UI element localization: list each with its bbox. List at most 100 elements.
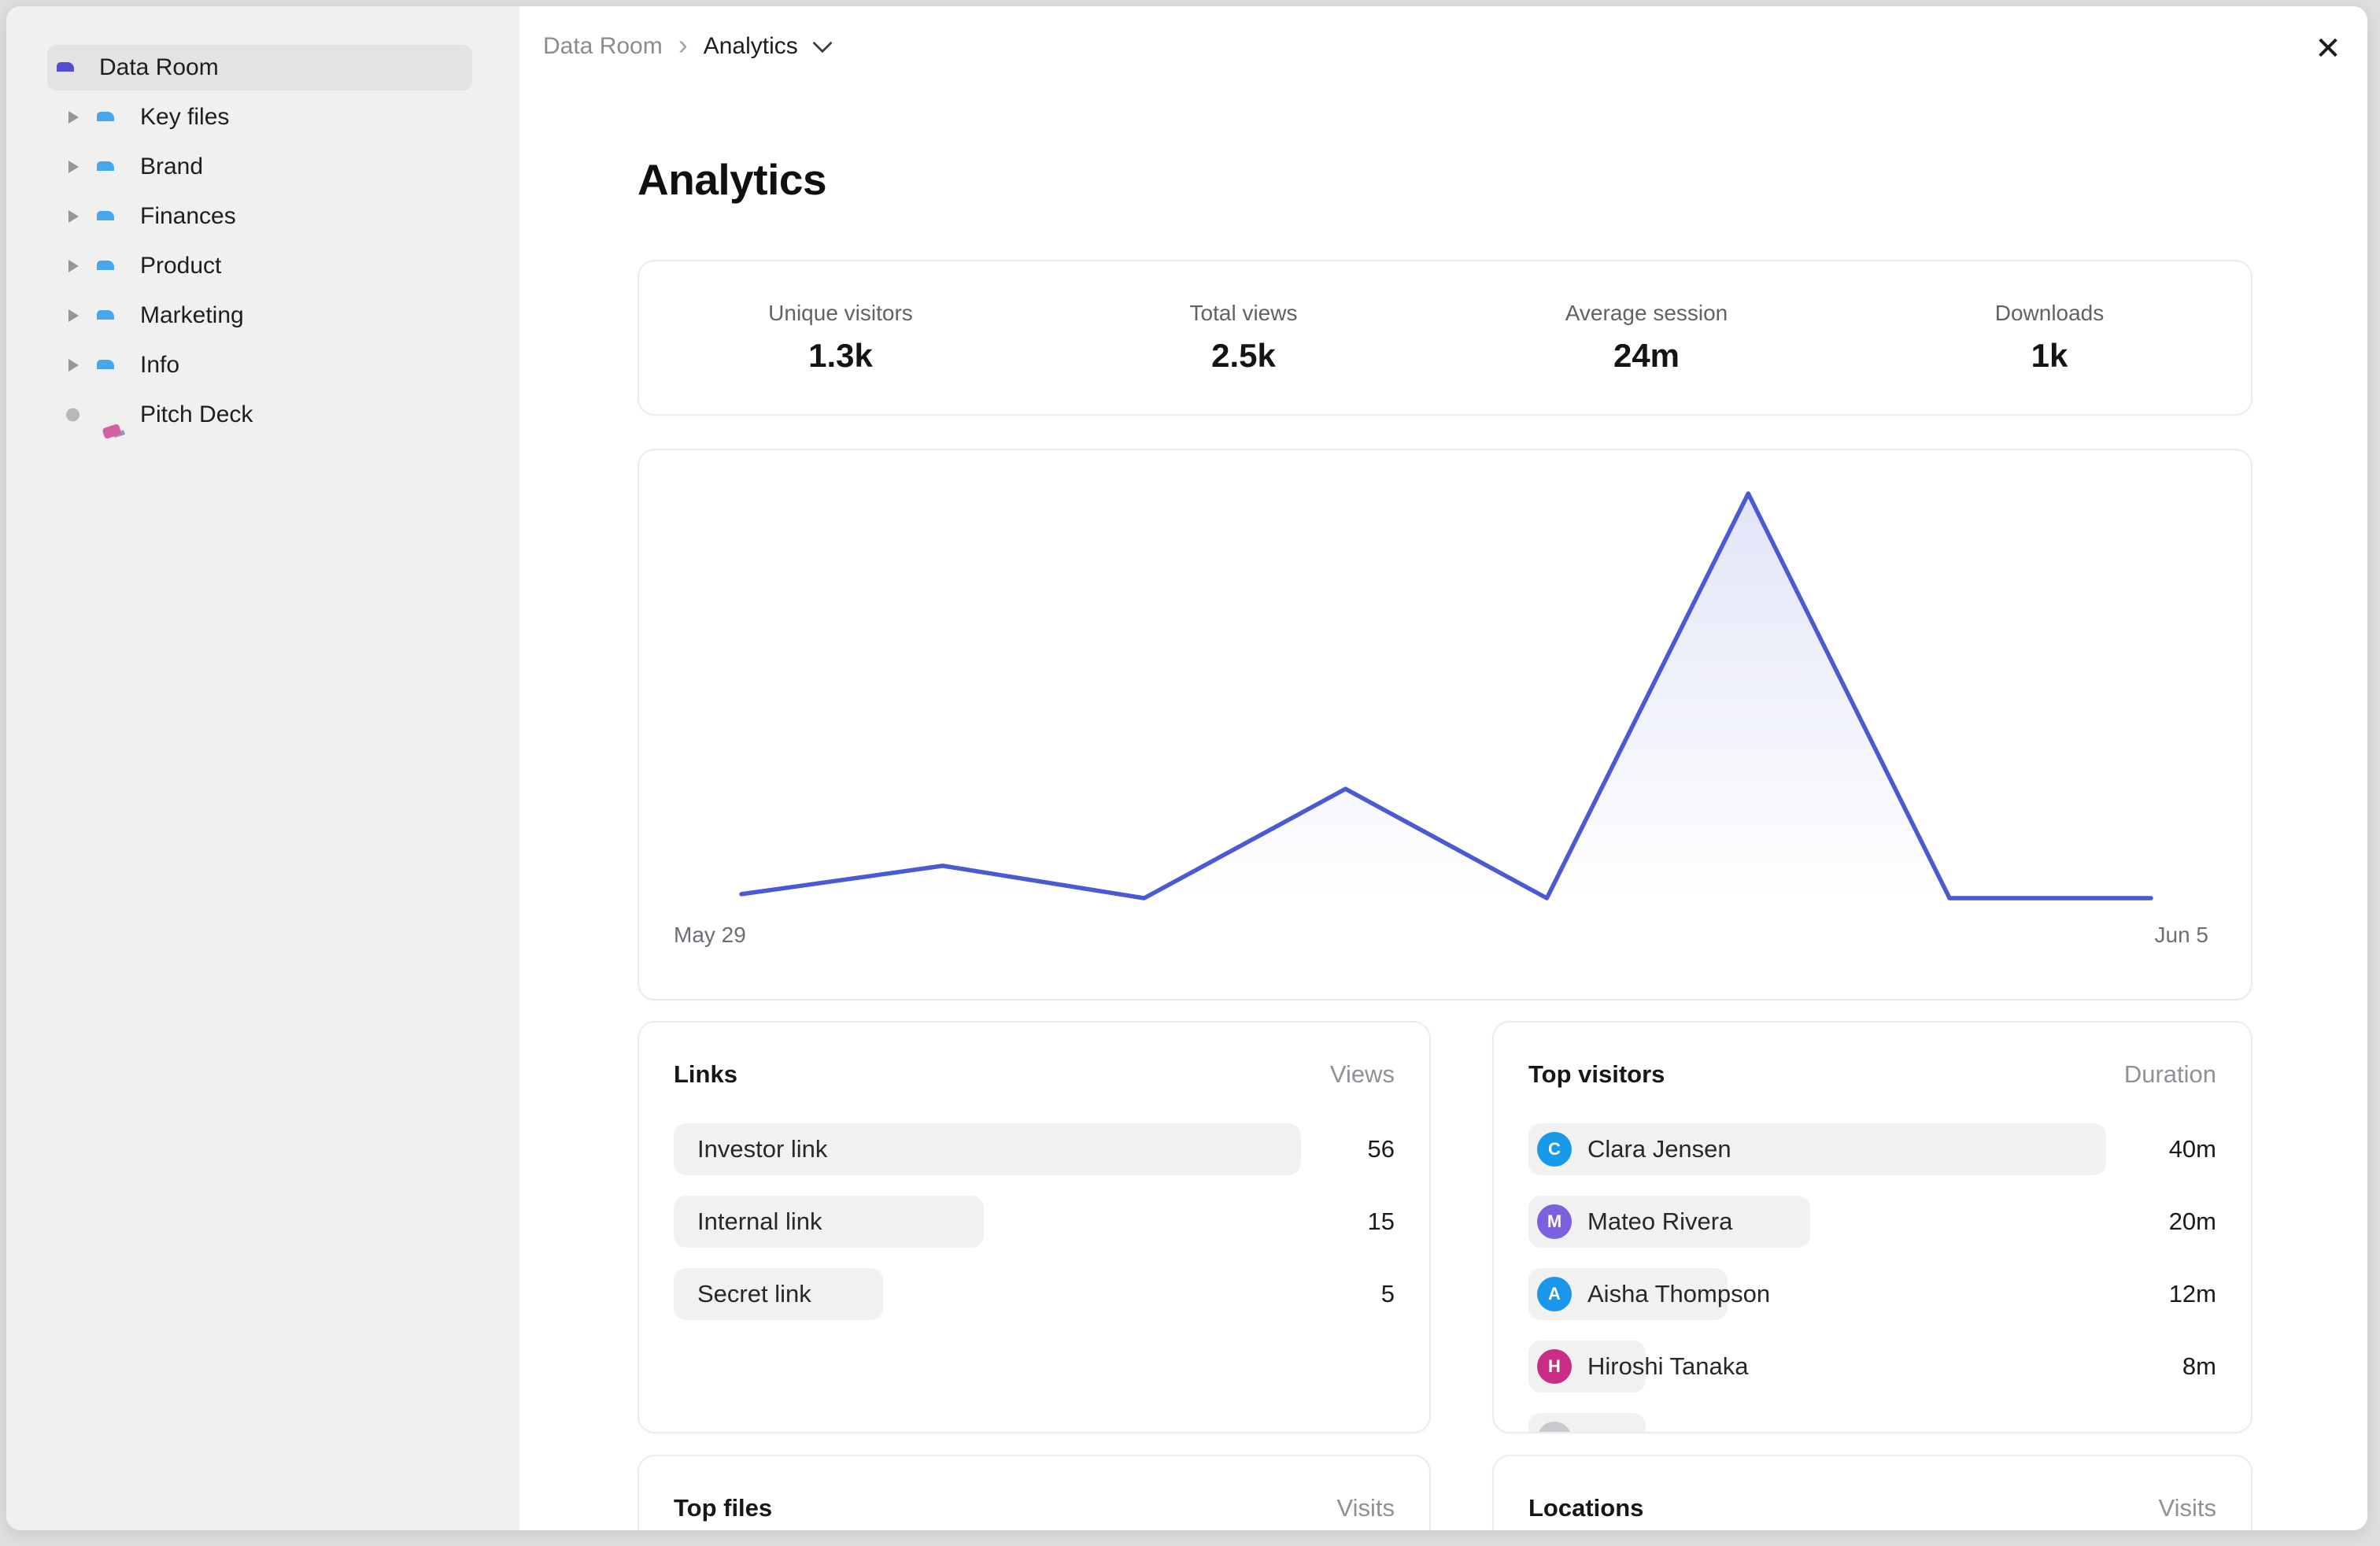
sidebar-item-label: Pitch Deck [140, 401, 253, 427]
visitor-duration-value: 20m [2168, 1208, 2216, 1235]
visitor-name: Clara Jensen [1587, 1135, 1731, 1163]
visitor-bar[interactable]: H Hiroshi Tanaka [1528, 1341, 1748, 1393]
traffic-chart-card: May 29 Jun 5 [638, 449, 2252, 1000]
expand-triangle-icon[interactable] [68, 210, 79, 223]
sidebar-item-brand[interactable]: Brand [47, 144, 472, 190]
expand-triangle-icon[interactable] [68, 359, 79, 372]
expand-triangle-icon[interactable] [68, 111, 79, 124]
stat-label: Average session [1565, 301, 1728, 325]
breadcrumb-current[interactable]: Analytics [703, 33, 798, 59]
locations-card: Locations Visits [1492, 1455, 2252, 1530]
sidebar-item-label: Data Room [99, 54, 219, 80]
links-views-header: Views [1329, 1060, 1395, 1088]
top-visitors-card: Top visitors Duration C Clara Jensen 40m… [1492, 1021, 2252, 1433]
avatar: M [1537, 1204, 1572, 1239]
stat-value: 24m [1613, 337, 1680, 374]
sidebar-item-key-files[interactable]: Key files [47, 94, 472, 140]
sidebar-item-label: Brand [140, 153, 204, 179]
link-row-internal-link[interactable]: Internal link 15 [674, 1196, 1395, 1248]
sidebar-item-finances[interactable]: Finances [47, 194, 472, 239]
chevron-down-icon[interactable] [812, 33, 833, 54]
sidebar-item-label: Finances [140, 203, 236, 229]
close-icon: ✕ [2315, 31, 2341, 66]
visitor-row-hiroshi-tanaka[interactable]: H Hiroshi Tanaka 8m [1528, 1341, 2216, 1393]
chart-line [739, 491, 2153, 901]
visitor-row-aisha-thompson[interactable]: A Aisha Thompson 12m [1528, 1268, 2216, 1320]
files-visits-header: Visits [1336, 1494, 1395, 1522]
stat-total-views: Total views 2.5k [1042, 301, 1445, 375]
stats-card: Unique visitors 1.3k Total views 2.5k Av… [638, 260, 2252, 416]
visitor-bar[interactable]: A Aisha Thompson [1528, 1268, 1770, 1320]
sidebar: Data Room Key files Brand Finances Produ… [6, 6, 519, 1530]
link-bar[interactable]: Secret link [674, 1268, 883, 1320]
visitor-row-truncated[interactable] [1528, 1413, 2216, 1432]
expand-triangle-icon[interactable] [68, 309, 79, 322]
sidebar-item-label: Product [140, 253, 222, 279]
stat-value: 2.5k [1211, 337, 1276, 374]
visitor-name: Mateo Rivera [1587, 1208, 1733, 1235]
main-panel: Data Room › Analytics ✕ Analytics Unique… [519, 6, 2367, 1530]
visitors-card-header: Top visitors Duration [1528, 1060, 2216, 1089]
link-row-secret-link[interactable]: Secret link 5 [674, 1268, 1395, 1320]
visitors-card-title: Top visitors [1528, 1060, 1665, 1088]
breadcrumb-parent[interactable]: Data Room [543, 33, 663, 59]
sidebar-item-label: Marketing [140, 302, 244, 328]
x-axis-label-end: Jun 5 [2154, 923, 2209, 947]
stat-value: 1.3k [808, 337, 873, 374]
expand-triangle-icon[interactable] [68, 260, 79, 272]
avatar [1537, 1422, 1572, 1432]
stat-label: Unique visitors [768, 301, 913, 325]
sidebar-list: Data Room Key files Brand Finances Produ… [6, 41, 519, 442]
traffic-chart [739, 491, 2153, 901]
links-card-header: Links Views [674, 1060, 1395, 1089]
expand-triangle-icon[interactable] [68, 161, 79, 173]
link-views-value: 56 [1367, 1135, 1395, 1163]
avatar: H [1537, 1349, 1572, 1384]
visitor-name: Aisha Thompson [1587, 1280, 1771, 1307]
chart-area-fill [741, 494, 2151, 898]
visitor-duration-value: 12m [2168, 1280, 2216, 1307]
link-bar[interactable]: Investor link [674, 1123, 1301, 1175]
sidebar-item-data-room[interactable]: Data Room [47, 45, 472, 91]
sidebar-item-info[interactable]: Info [47, 342, 472, 388]
files-card-header: Top files Visits [674, 1494, 1395, 1522]
visitor-duration-value: 8m [2182, 1352, 2216, 1380]
files-card-title: Top files [674, 1494, 773, 1522]
sidebar-item-label: Info [140, 352, 180, 378]
link-views-value: 5 [1380, 1280, 1395, 1307]
locations-visits-header: Visits [2158, 1494, 2216, 1522]
stat-average-session: Average session 24m [1445, 301, 1848, 375]
avatar: C [1537, 1132, 1572, 1167]
bullet-dot-icon [66, 408, 79, 422]
links-card-title: Links [674, 1060, 737, 1088]
stat-value: 1k [2031, 337, 2068, 374]
link-row-investor-link[interactable]: Investor link 56 [674, 1123, 1395, 1175]
close-button[interactable]: ✕ [2306, 27, 2350, 71]
visitor-name: Hiroshi Tanaka [1587, 1352, 1749, 1380]
link-label: Investor link [697, 1135, 828, 1163]
stat-label: Total views [1189, 301, 1298, 325]
breadcrumb-separator-icon: › [678, 28, 688, 61]
x-axis-label-start: May 29 [674, 923, 746, 947]
page-title: Analytics [638, 155, 827, 204]
visitor-row-mateo-rivera[interactable]: M Mateo Rivera 20m [1528, 1196, 2216, 1248]
link-label: Internal link [697, 1208, 822, 1235]
locations-card-header: Locations Visits [1528, 1494, 2216, 1522]
sidebar-item-label: Key files [140, 104, 230, 130]
visitor-bar[interactable]: C Clara Jensen [1528, 1123, 2107, 1175]
locations-card-title: Locations [1528, 1494, 1644, 1522]
visitor-bar[interactable]: M Mateo Rivera [1528, 1196, 1811, 1248]
stat-unique-visitors: Unique visitors 1.3k [639, 301, 1042, 375]
links-rows: Investor link 56 Internal link 15 Secret… [674, 1123, 1395, 1320]
visitor-row-clara-jensen[interactable]: C Clara Jensen 40m [1528, 1123, 2216, 1175]
visitor-bar[interactable] [1528, 1413, 1646, 1432]
data-room-modal: Data Room Key files Brand Finances Produ… [6, 6, 2367, 1530]
sidebar-item-pitch-deck[interactable]: Pitch Deck [47, 392, 472, 438]
stat-label: Downloads [1994, 301, 2105, 325]
avatar: A [1537, 1277, 1572, 1311]
sidebar-item-marketing[interactable]: Marketing [47, 293, 472, 338]
visitors-rows: C Clara Jensen 40m M Mateo Rivera 20m A … [1528, 1123, 2216, 1432]
sidebar-item-product[interactable]: Product [47, 243, 472, 289]
breadcrumb: Data Room › Analytics [543, 28, 833, 61]
link-bar[interactable]: Internal link [674, 1196, 984, 1248]
